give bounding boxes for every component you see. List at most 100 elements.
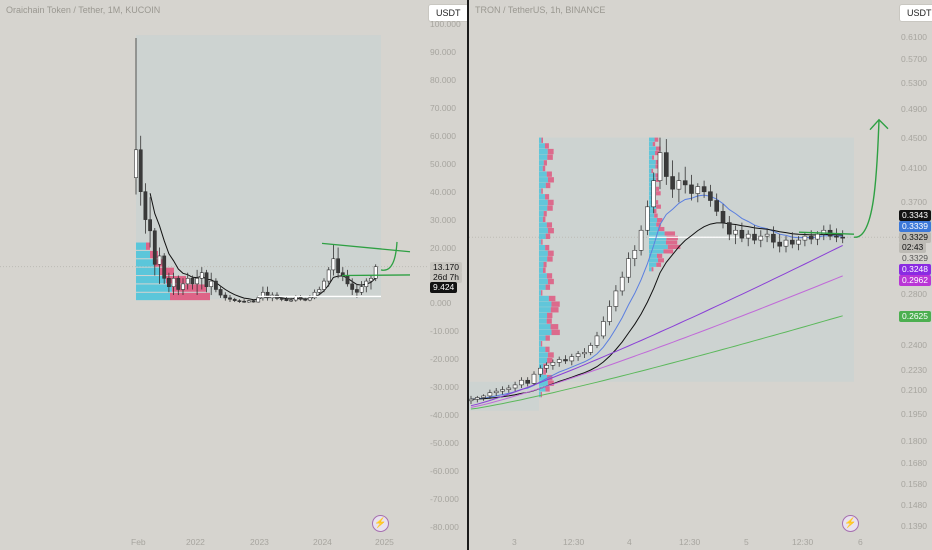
right-volume-up-bar xyxy=(539,261,544,268)
right-volume-down-bar xyxy=(547,148,554,155)
right-volume-up-bar xyxy=(539,160,544,166)
right-volume-up-bar xyxy=(649,150,656,156)
right-candle-body xyxy=(487,392,493,397)
right-volume-down-bar xyxy=(548,295,556,302)
right-volume-down-bar xyxy=(544,143,549,149)
left-y-tick-label: 70.000 xyxy=(430,102,456,113)
right-volume-down-bar xyxy=(551,329,560,336)
right-volume-up-bar xyxy=(539,341,541,347)
right-volume-up-bar xyxy=(649,155,653,160)
right-volume-down-bar xyxy=(547,256,553,262)
right-candle-body xyxy=(469,398,474,402)
right-candle-body xyxy=(821,229,827,235)
right-lightning-icon[interactable]: ⚡ xyxy=(842,515,859,532)
right-volume-down-bar xyxy=(547,312,553,319)
left-candle-body xyxy=(143,191,148,220)
right-currency-button[interactable]: USDT xyxy=(899,4,932,22)
right-volume-down-bar xyxy=(542,267,546,273)
right-volume-up-bar xyxy=(649,173,656,178)
left-candle-body xyxy=(218,289,223,296)
right-volume-up-bar xyxy=(539,154,548,160)
right-volume-down-bar xyxy=(546,318,552,324)
right-volume-down-bar xyxy=(546,222,553,228)
left-candle-body xyxy=(246,300,251,303)
left-candle-body xyxy=(322,280,326,290)
right-candle-body xyxy=(493,390,499,394)
right-candle-body xyxy=(733,229,738,235)
right-candle-body xyxy=(475,397,480,400)
right-volume-down-bar xyxy=(653,209,657,214)
right-candle-body xyxy=(638,229,644,251)
right-candle-body xyxy=(796,239,801,245)
right-volume-up-bar xyxy=(649,240,666,245)
left-y-tick-label: 50.000 xyxy=(430,158,456,169)
right-price-tag: 0.3339 xyxy=(899,221,931,232)
left-candle-body xyxy=(223,294,228,299)
right-y-tick-label: 0.5300 xyxy=(901,78,927,89)
right-volume-up-bar xyxy=(539,177,548,183)
left-candle-body xyxy=(138,149,143,192)
left-projection-arrow xyxy=(380,241,398,271)
right-candle-body xyxy=(588,345,593,353)
right-volume-down-bar xyxy=(658,226,665,232)
left-candle-body xyxy=(326,269,331,282)
right-volume-up-bar xyxy=(539,244,546,251)
left-x-tick-label: 2023 xyxy=(250,537,269,547)
right-volume-up-bar xyxy=(649,209,654,214)
right-price-tag: 0.2625 xyxy=(899,311,931,322)
right-volume-up-bar xyxy=(649,195,653,200)
left-countdown-tag: 26d 7h xyxy=(430,272,462,283)
right-volume-down-bar xyxy=(654,137,659,142)
left-candle-body xyxy=(265,291,270,299)
left-lightning-icon[interactable]: ⚡ xyxy=(372,515,389,532)
right-candle-body xyxy=(840,236,846,239)
left-y-tick-label: -80.000 xyxy=(430,522,459,532)
left-chart-pane[interactable]: Oraichain Token / Tether, 1M, KUCOIN USD… xyxy=(0,0,467,550)
right-candle-body xyxy=(682,180,688,186)
right-volume-down-bar xyxy=(652,155,655,160)
right-volume-down-bar xyxy=(545,194,550,200)
right-volume-down-bar xyxy=(547,228,554,234)
right-volume-down-bar xyxy=(656,191,661,196)
right-volume-up-bar xyxy=(649,258,658,263)
right-candle-body xyxy=(613,290,619,307)
right-x-tick-label: 3 xyxy=(512,537,517,547)
right-x-tick-label: 5 xyxy=(744,537,749,547)
right-volume-up-bar xyxy=(539,301,552,307)
left-y-tick-label: 90.000 xyxy=(430,46,456,57)
right-y-tick-label: 0.2230 xyxy=(901,364,927,375)
right-volume-down-bar xyxy=(551,301,560,307)
right-candle-body xyxy=(632,250,638,259)
left-candle-body xyxy=(199,272,204,279)
left-volume-down-bar xyxy=(172,284,206,292)
right-chart-canvas[interactable] xyxy=(469,0,932,550)
right-volume-down-bar xyxy=(547,177,554,183)
left-candle-body xyxy=(331,258,336,271)
right-volume-up-bar xyxy=(539,222,547,228)
right-candle-body xyxy=(771,233,776,243)
right-volume-down-bar xyxy=(667,244,681,249)
left-chart-canvas[interactable] xyxy=(0,0,467,550)
left-candle-body xyxy=(242,300,247,303)
left-x-tick-label: Feb xyxy=(131,537,146,547)
right-volume-down-bar xyxy=(657,218,663,223)
right-volume-down-bar xyxy=(541,137,544,143)
right-volume-down-bar xyxy=(545,346,550,353)
left-level-tag: 9.424 xyxy=(430,282,458,293)
left-currency-button[interactable]: USDT xyxy=(428,4,467,22)
right-x-tick-label: 12:30 xyxy=(792,537,814,547)
pane-divider[interactable] xyxy=(467,0,469,550)
left-y-tick-label: 80.000 xyxy=(430,74,456,85)
left-support-trendline xyxy=(341,274,411,277)
right-candle-body xyxy=(538,367,543,375)
right-volume-up-bar xyxy=(649,267,652,272)
right-volume-down-bar xyxy=(654,213,658,218)
right-volume-down-bar xyxy=(540,391,542,398)
right-candle-body xyxy=(619,276,625,292)
left-y-tick-label: 0.000 xyxy=(430,298,452,309)
right-chart-pane[interactable]: TRON / TetherUS, 1h, BINANCE USDT 0.6100… xyxy=(469,0,932,550)
left-candle-body xyxy=(162,255,167,279)
right-volume-up-bar xyxy=(649,142,653,147)
right-volume-up-bar xyxy=(539,216,543,223)
right-candle-body xyxy=(645,206,650,231)
